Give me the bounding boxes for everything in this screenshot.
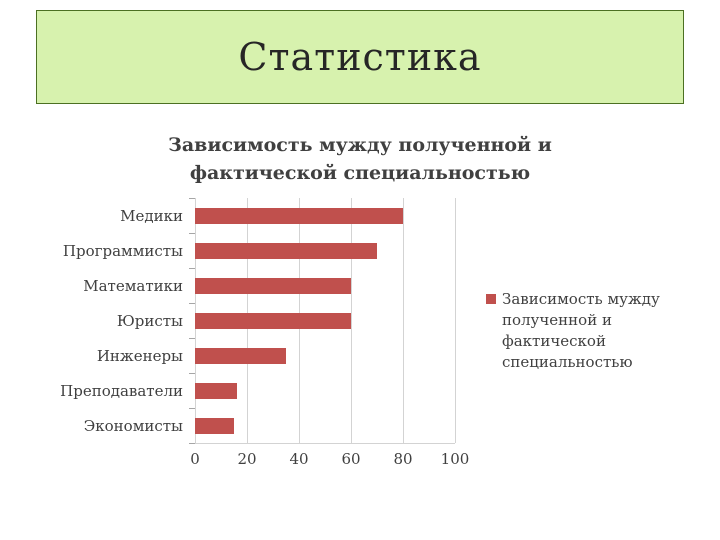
slide-title-box: Статистика [36, 10, 684, 104]
chart-row: Медики [30, 198, 470, 233]
chart-row: Программисты [30, 233, 470, 268]
chart-row: Юристы [30, 303, 470, 338]
x-axis: 0 20 40 60 80 100 [190, 450, 469, 472]
category-label: Экономисты [83, 416, 183, 435]
chart-row: Математики [30, 268, 470, 303]
category-tick [189, 233, 195, 234]
category-label: Юристы [116, 311, 183, 330]
bar [195, 417, 234, 434]
slide-title: Статистика [238, 35, 482, 79]
x-tick-label: 20 [237, 450, 257, 468]
legend-text-line: фактической [502, 332, 606, 350]
bar [195, 347, 286, 364]
x-tick-label: 80 [393, 450, 413, 468]
chart-row: Инженеры [30, 338, 470, 373]
bar [195, 242, 377, 259]
x-tick-label: 60 [341, 450, 361, 468]
bar-track [195, 233, 455, 268]
bar-track [195, 338, 455, 373]
chart-row: Преподаватели [30, 373, 470, 408]
category-tick [189, 268, 195, 269]
category-tick [189, 443, 195, 444]
category-label: Инженеры [96, 346, 183, 365]
category-label: Математики [83, 276, 183, 295]
category-tick [189, 303, 195, 304]
bar-track [195, 303, 455, 338]
bar-track [195, 268, 455, 303]
bar [195, 277, 351, 294]
bar-chart: Медики Программисты Математики Юристы Инжене… [30, 198, 470, 444]
x-tick-label: 0 [190, 450, 200, 468]
bar [195, 207, 403, 224]
bar [195, 382, 237, 399]
chart-title: Зависимость мужду полученной и фактическ… [40, 132, 680, 187]
gridline [403, 198, 404, 443]
legend-text-line: специальностью [502, 353, 633, 371]
bar-track [195, 198, 455, 233]
category-tick [189, 373, 195, 374]
category-tick [189, 338, 195, 339]
category-label: Преподаватели [60, 381, 183, 400]
legend-text: Зависимость мужду полученной и фактической… [502, 289, 660, 373]
bar [195, 312, 351, 329]
chart-title-line-2: фактической специальностью [189, 161, 531, 184]
legend-text-line: Зависимость мужду [502, 290, 660, 308]
category-tick [189, 198, 195, 199]
bar-track [195, 373, 455, 408]
legend: Зависимость мужду полученной и фактической… [486, 289, 660, 373]
x-tick-label: 40 [289, 450, 309, 468]
category-tick [189, 408, 195, 409]
category-label: Медики [120, 206, 183, 225]
bar-rows: Медики Программисты Математики Юристы Инжене… [30, 198, 470, 443]
legend-text-line: полученной и [502, 311, 612, 329]
bar-track [195, 408, 455, 443]
chart-title-line-1: Зависимость мужду полученной и [168, 134, 552, 156]
x-tick-label: 100 [440, 450, 470, 468]
gridline [455, 198, 456, 443]
legend-swatch-icon [486, 294, 496, 304]
category-label: Программисты [62, 241, 183, 260]
gridline [351, 198, 352, 443]
chart-row: Экономисты [30, 408, 470, 443]
